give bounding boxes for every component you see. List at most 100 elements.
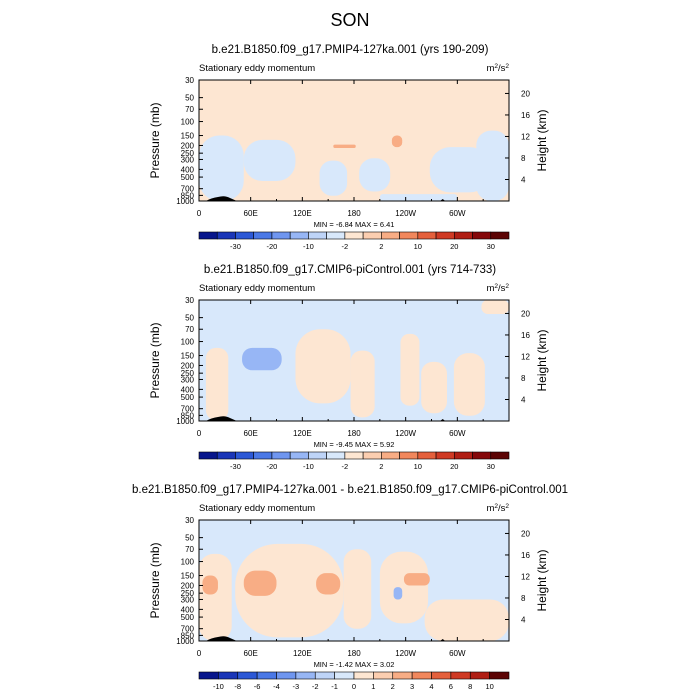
y-tick-label: 400	[181, 385, 195, 394]
height-tick-label: 16	[521, 111, 530, 120]
colorbar-swatch	[344, 231, 364, 240]
y-tick-label: 150	[181, 132, 195, 141]
height-tick-label: 12	[521, 352, 530, 361]
x-tick-label: 0	[197, 429, 202, 438]
colorbar-swatch	[198, 671, 219, 680]
colorbar-swatch	[435, 451, 455, 460]
topography	[205, 416, 237, 421]
y-tick-label: 150	[181, 572, 195, 581]
contour-region-pos_weak	[421, 361, 447, 414]
colorbar-swatch	[472, 231, 492, 240]
contour-region-pos_weak	[295, 329, 351, 404]
units-part: m	[486, 503, 494, 514]
x-tick-label: 180	[347, 209, 361, 218]
contour-region-pos_mid	[391, 135, 403, 148]
contour-region-neg_mid	[393, 587, 403, 600]
height-tick-label: 4	[521, 615, 526, 624]
colorbar-swatch	[469, 671, 490, 680]
contour-region-pos_mid	[316, 573, 341, 595]
y-tick-label: 30	[185, 516, 194, 525]
y-tick-label: 500	[181, 173, 195, 182]
colorbar-swatch	[435, 231, 455, 240]
colorbar-label: -2	[342, 242, 349, 251]
units-label: m2/s2	[486, 283, 509, 295]
x-tick-label: 120W	[395, 649, 416, 658]
y-tick-label: 1000	[176, 637, 194, 646]
colorbar-swatch	[314, 671, 335, 680]
y-tick-label: 50	[185, 314, 194, 323]
colorbar-swatch	[362, 451, 382, 460]
colorbar-swatch	[289, 451, 309, 460]
y-tick-label: 30	[185, 296, 194, 305]
colorbar: -10 -8 -6 -4 -3 -2 -1 0 1 2 3 4 6 8 10	[198, 671, 510, 691]
panel-2: b.e21.B1850.f09_g17.CMIP6-piControl.001 …	[148, 264, 549, 471]
panel-title: b.e21.B1850.f09_g17.PMIP4-127ka.001 (yrs…	[212, 44, 489, 56]
colorbar-swatch	[344, 451, 364, 460]
units-part: /s	[498, 283, 506, 294]
y-tick-label: 850	[181, 411, 195, 420]
contour-region-pos_mid	[403, 573, 430, 586]
colorbar-swatch	[253, 231, 273, 240]
contour-region-pos_weak	[350, 350, 375, 418]
colorbar-swatch	[271, 451, 291, 460]
y-axis-label: Pressure (mb)	[148, 102, 162, 178]
y2-axis-label: Height (km)	[535, 329, 549, 391]
units-part: 2	[505, 63, 509, 70]
height-tick-label: 20	[521, 309, 530, 318]
x-tick-label: 180	[347, 429, 361, 438]
y-axis-label: Pressure (mb)	[148, 322, 162, 398]
colorbar-swatch	[450, 671, 471, 680]
colorbar-swatch	[362, 231, 382, 240]
contour-fill	[199, 80, 509, 201]
colorbar-swatch	[216, 451, 236, 460]
x-tick-label: 60E	[244, 209, 258, 218]
colorbar-swatch	[235, 451, 255, 460]
y-tick-label: 700	[181, 405, 195, 414]
colorbar-label: 2	[379, 462, 383, 471]
contour-region-pos_weak	[424, 599, 509, 641]
contour-region-pos_weak	[199, 553, 232, 641]
y-tick-label: 50	[185, 94, 194, 103]
colorbar-label: 10	[414, 242, 422, 251]
contour-region-pos_weak	[343, 549, 372, 629]
height-tick-label: 8	[521, 374, 526, 383]
colorbar-label: 20	[450, 462, 458, 471]
y-tick-label: 100	[181, 118, 195, 127]
colorbar-swatch	[411, 671, 432, 680]
colorbar: -30 -20 -10 -2 2 10 20 30	[198, 231, 510, 251]
y-tick-label: 200	[181, 361, 195, 370]
height-tick-label: 4	[521, 175, 526, 184]
units-part: 2	[494, 63, 498, 70]
y-tick-label: 70	[185, 325, 194, 334]
contour-region-neg_weak	[199, 135, 244, 201]
left-string: Stationary eddy momentum	[199, 503, 315, 514]
colorbar-swatch	[308, 451, 327, 460]
contour-region-pos_weak	[235, 543, 344, 638]
left-string: Stationary eddy momentum	[199, 63, 315, 74]
colorbar-label: 1	[371, 682, 375, 691]
x-tick-label: 0	[197, 649, 202, 658]
colorbar-label: 4	[429, 682, 433, 691]
contour-region-pos_mid	[333, 144, 356, 148]
colorbar-swatch	[417, 451, 437, 460]
colorbar-label: -2	[342, 462, 349, 471]
units-part: /s	[498, 503, 506, 514]
colorbar-swatch	[399, 451, 419, 460]
colorbar-swatch	[253, 451, 273, 460]
colorbar-label: -3	[293, 682, 300, 691]
colorbar-swatch	[399, 231, 419, 240]
y-tick-label: 250	[181, 369, 195, 378]
y-tick-label: 300	[181, 155, 195, 164]
height-tick-label: 8	[521, 154, 526, 163]
colorbar-swatch	[490, 451, 510, 460]
x-tick-label: 120W	[395, 429, 416, 438]
height-tick-label: 20	[521, 529, 530, 538]
contour-region-neg_weak	[429, 147, 491, 193]
x-tick-label: 60W	[449, 429, 466, 438]
panel-1: b.e21.B1850.f09_g17.PMIP4-127ka.001 (yrs…	[148, 44, 549, 251]
colorbar-label: -4	[273, 682, 280, 691]
height-tick-label: 20	[521, 89, 530, 98]
colorbar-swatch	[276, 671, 297, 680]
y-tick-label: 250	[181, 149, 195, 158]
colorbar-swatch	[271, 231, 291, 240]
